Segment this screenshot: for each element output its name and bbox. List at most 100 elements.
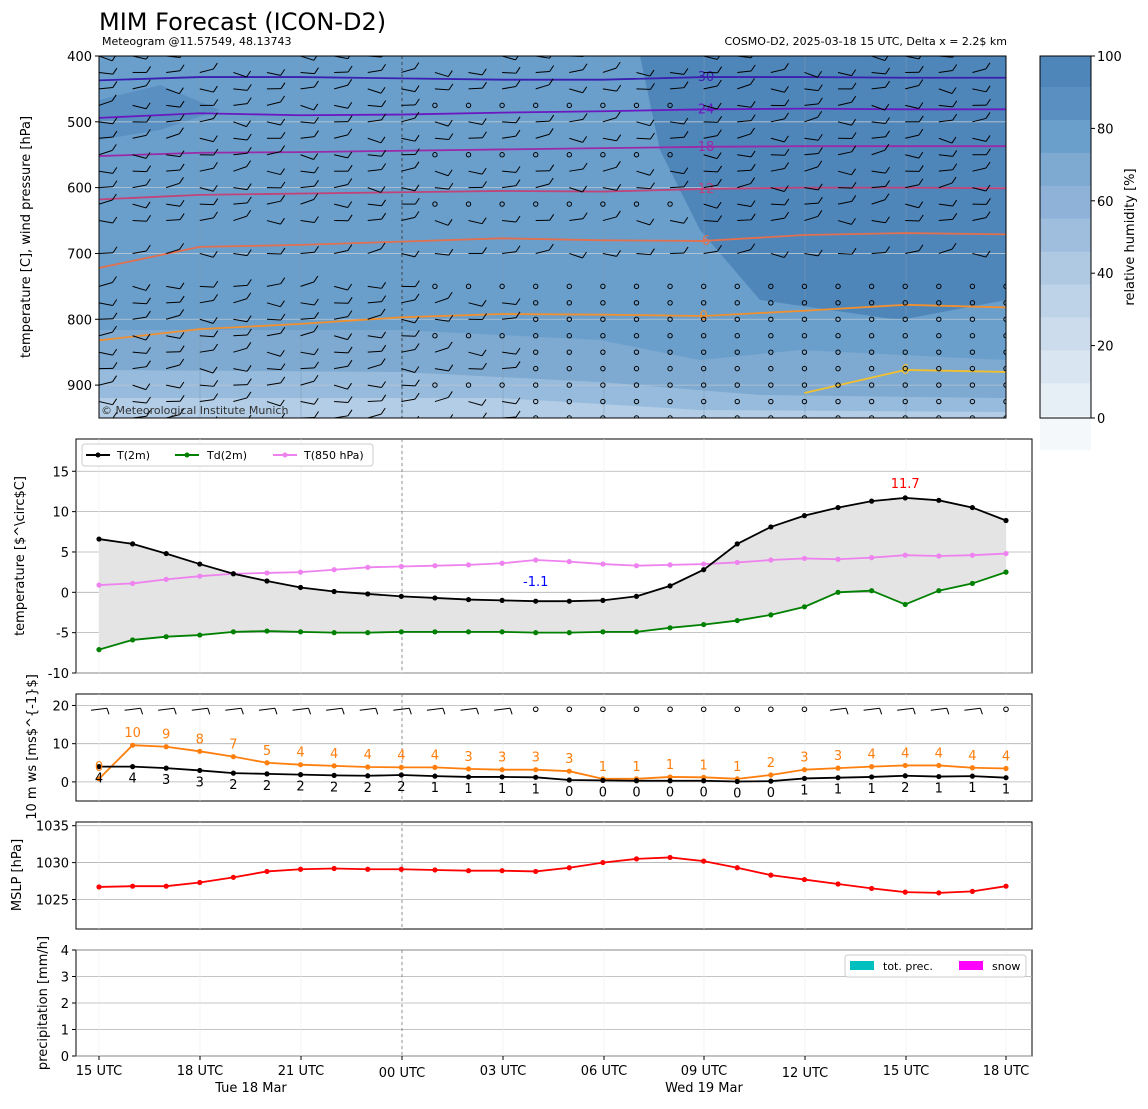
gust-point-27	[1003, 766, 1008, 771]
t850-point-6	[298, 570, 303, 575]
barb-feather	[482, 46, 486, 52]
mslp-ytick-label-1025: 1025	[36, 893, 69, 908]
mslp-point-20	[768, 873, 773, 878]
gust-point-26	[970, 765, 975, 770]
barb-staff	[1006, 203, 1020, 204]
td2m-point-11	[466, 629, 471, 634]
mean-point-2	[164, 766, 169, 771]
mslp-point-3	[197, 880, 202, 885]
gust-label-19: 1	[733, 760, 741, 775]
precip-ytick-label-1: 1	[61, 1024, 69, 1039]
mean-label-7: 2	[330, 780, 338, 795]
gust-label-8: 4	[364, 748, 372, 763]
mean-point-15	[600, 778, 605, 783]
td2m-point-5	[264, 628, 269, 633]
gust-label-17: 1	[666, 758, 674, 773]
mslp-point-21	[802, 877, 807, 882]
t850-point-20	[768, 557, 773, 562]
t850-point-16	[634, 563, 639, 568]
isotherm-label-3: -12	[693, 182, 714, 197]
gust-point-20	[768, 772, 773, 777]
td2m-point-10	[432, 629, 437, 634]
td2m-point-2	[164, 634, 169, 639]
mean-point-16	[634, 778, 639, 783]
temp-ytick-label--5: -5	[56, 627, 69, 642]
td2m-point-18	[701, 622, 706, 627]
mean-label-24: 2	[901, 781, 909, 796]
t2m-point-19	[735, 541, 740, 546]
td2m-point-23	[869, 588, 874, 593]
ytick-label-500: 500	[67, 116, 92, 131]
mean-point-5	[264, 771, 269, 776]
t850-point-22	[835, 557, 840, 562]
mslp-point-7	[332, 866, 337, 871]
xtick-label-5: 06 UTC	[581, 1064, 627, 1079]
precip-ytick-label-0: 0	[61, 1050, 69, 1065]
barb-staff	[1006, 72, 1019, 76]
t2m-point-8	[365, 591, 370, 596]
gust-label-25: 4	[935, 746, 943, 761]
mean-point-8	[365, 773, 370, 778]
barb-staff	[1006, 216, 1019, 221]
barb-staff	[1006, 171, 1019, 176]
gust-point-9	[399, 765, 404, 770]
cbar-tick-label-60: 60	[1097, 195, 1114, 210]
td2m-point-24	[903, 602, 908, 607]
ytick-label-800: 800	[67, 313, 92, 328]
max-temperature-label: 11.7	[891, 477, 920, 492]
mean-label-15: 0	[599, 785, 607, 800]
t850-point-18	[701, 561, 706, 566]
barb-feather	[1020, 197, 1024, 203]
td2m-point-0	[96, 647, 101, 652]
barb-feather	[1020, 97, 1024, 103]
barb-feather	[1019, 210, 1023, 216]
wind-frame	[76, 694, 1032, 801]
figure-title: MIM Forecast (ICON-D2)	[99, 8, 386, 36]
t2m-point-5	[264, 578, 269, 583]
barb-staff	[401, 418, 414, 422]
precip-ytick-label-3: 3	[61, 971, 69, 986]
legend-td2m-marker	[185, 453, 190, 458]
mean-point-18	[701, 778, 706, 783]
wind-ylabel: 10 m ws [ms$^{-1}$]	[25, 674, 40, 820]
mean-point-27	[1003, 775, 1008, 780]
gust-point-13	[533, 767, 538, 772]
mslp-point-14	[567, 865, 572, 870]
t2m-point-1	[130, 541, 135, 546]
upper-air-ylabel: temperature [C], wind pressure [hPa]	[19, 116, 34, 358]
gust-point-23	[869, 764, 874, 769]
gust-label-15: 1	[599, 760, 607, 775]
t2m-point-4	[231, 571, 236, 576]
td2m-point-4	[231, 629, 236, 634]
t2m-point-10	[432, 595, 437, 600]
td2m-point-22	[835, 590, 840, 595]
mslp-point-12	[500, 868, 505, 873]
legend-td2m-label: Td(2m)	[206, 449, 247, 462]
mean-label-18: 0	[700, 786, 708, 801]
mslp-point-10	[432, 867, 437, 872]
mean-label-16: 0	[632, 786, 640, 801]
mean-point-11	[466, 774, 471, 779]
legend-snow-swatch	[959, 961, 983, 970]
gust-label-23: 4	[867, 748, 875, 763]
t850-point-19	[735, 560, 740, 565]
gust-label-5: 5	[263, 744, 271, 759]
mean-label-10: 1	[431, 781, 439, 796]
mean-point-12	[500, 774, 505, 779]
gust-point-11	[466, 766, 471, 771]
t850-point-12	[500, 561, 505, 566]
mean-label-2: 3	[162, 773, 170, 788]
t2m-point-20	[768, 524, 773, 529]
barb-feather	[1019, 120, 1023, 126]
mean-point-21	[802, 776, 807, 781]
precipitation-legend: tot. prec. snow	[845, 955, 1026, 977]
gust-label-22: 3	[834, 749, 842, 764]
mean-point-4	[231, 771, 236, 776]
td2m-point-21	[802, 604, 807, 609]
mean-label-3: 3	[196, 775, 204, 790]
barb-staff	[670, 51, 683, 56]
temperature-ylabel: temperature [$^\circ$C]	[13, 476, 28, 636]
